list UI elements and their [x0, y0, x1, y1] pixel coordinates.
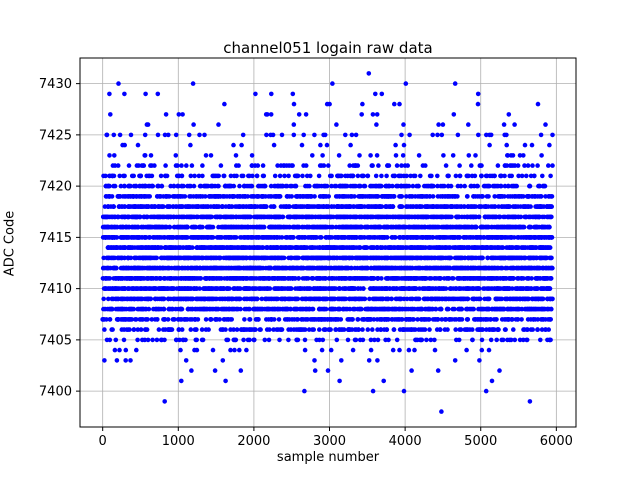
x-tick-label: 4000 — [389, 434, 422, 449]
y-tick-label: 7410 — [39, 282, 72, 297]
x-tick-label: 2000 — [237, 434, 270, 449]
x-tick-label: 5000 — [464, 434, 497, 449]
chart-title: channel051 logain raw data — [223, 39, 433, 57]
x-tick-label: 0 — [99, 434, 107, 449]
y-tick-label: 7420 — [39, 180, 72, 195]
y-tick-label: 7400 — [39, 385, 72, 400]
y-tick-label: 7405 — [39, 333, 72, 348]
y-axis-label: ADC Code — [2, 210, 18, 277]
x-axis-label: sample number — [276, 450, 380, 465]
y-tick-label: 7425 — [39, 128, 72, 143]
axes-spines — [79, 57, 577, 428]
axis-ticks — [76, 83, 557, 431]
y-tick-label: 7415 — [39, 231, 72, 246]
tick-labels: 0 1000 2000 3000 4000 5000 6000 7400 7405 7410 741… — [39, 77, 573, 449]
y-tick-label: 7430 — [39, 77, 72, 92]
scatter-points — [100, 71, 555, 414]
x-tick-label: 6000 — [540, 434, 573, 449]
x-tick-label: 1000 — [162, 434, 195, 449]
x-tick-label: 3000 — [313, 434, 346, 449]
